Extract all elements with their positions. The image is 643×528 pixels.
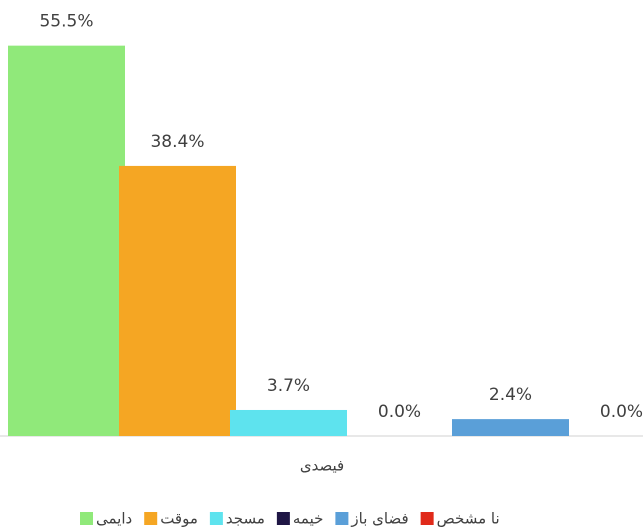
data-label: 38.4% bbox=[150, 132, 204, 152]
legend-label: فضای باز bbox=[350, 510, 408, 528]
data-label: 3.7% bbox=[267, 376, 310, 396]
legend-label: نا مشخص bbox=[437, 510, 500, 528]
legend-swatch bbox=[335, 512, 349, 525]
legend-label: موقت bbox=[160, 510, 198, 528]
bar bbox=[8, 45, 125, 437]
legend-label: خیمه bbox=[293, 510, 324, 528]
legend-label: دایمی bbox=[96, 510, 132, 528]
data-label: 0.0% bbox=[378, 402, 421, 422]
data-label: 2.4% bbox=[489, 385, 532, 405]
bar bbox=[452, 419, 569, 436]
bar bbox=[230, 409, 347, 436]
legend-swatch bbox=[276, 512, 290, 525]
legend-swatch bbox=[209, 512, 223, 525]
legend-swatch bbox=[80, 512, 93, 525]
bar bbox=[119, 165, 236, 437]
data-label: 0.0% bbox=[600, 402, 643, 422]
legend-swatch bbox=[144, 512, 158, 525]
legend-swatch bbox=[420, 512, 434, 525]
legend-label: مسجد bbox=[226, 510, 265, 528]
x-tick-label: فیصدی bbox=[300, 457, 344, 475]
data-label: 55.5% bbox=[39, 12, 93, 32]
